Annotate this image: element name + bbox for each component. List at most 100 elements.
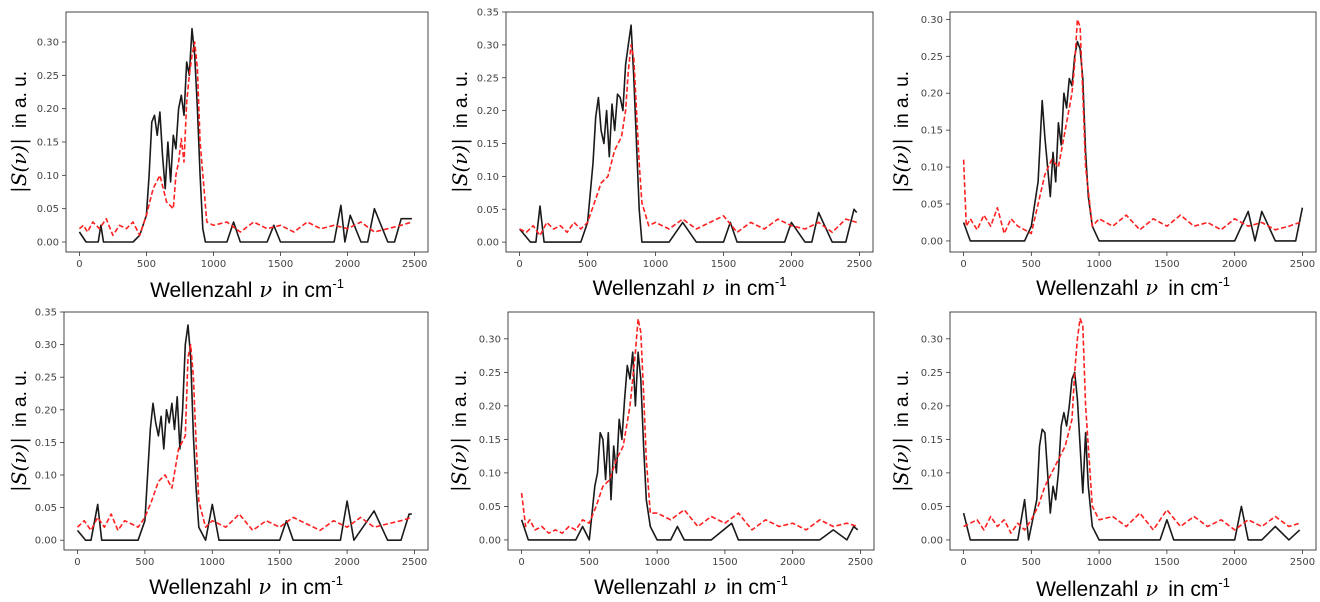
y-tick-label: 0.25	[921, 368, 943, 379]
x-axis-label-exponent: -1	[775, 274, 787, 289]
x-axis-label: Wellenzahl ν in cm-1	[1036, 274, 1230, 300]
y-tick-label: 0.10	[477, 172, 499, 183]
y-tick-label: 0.35	[477, 8, 499, 19]
x-axis-label-exponent: -1	[1218, 274, 1230, 289]
series-line-dashed	[963, 317, 1300, 535]
x-tick-label: 2500	[402, 557, 427, 568]
series-line-solid	[76, 324, 412, 542]
y-axis-label-symbol: |S(ν)|	[889, 138, 914, 193]
axes-frame	[63, 311, 429, 551]
y-axis-label: |S(ν)| in a. u.	[448, 71, 473, 193]
axes-frame	[505, 11, 874, 253]
y-tick-label: 0.05	[921, 502, 943, 513]
y-tick-label: 0.30	[479, 334, 501, 345]
series-line-dashed	[962, 18, 1300, 235]
y-tick-label: 0.10	[35, 471, 57, 482]
x-tick-label: 2500	[847, 259, 872, 270]
y-tick-label: 0.20	[479, 401, 501, 412]
y-axis-label: |S(ν)| in a. u.	[889, 370, 914, 492]
x-tick-label: 500	[137, 259, 156, 270]
x-tick-label: 1000	[1086, 259, 1111, 270]
x-tick-label: 1500	[268, 259, 293, 270]
x-axis-label: Wellenzahl ν in cm-1	[1036, 575, 1230, 601]
x-tick-label: 500	[135, 557, 154, 568]
x-tick-label: 1500	[267, 557, 292, 568]
x-axis-label: Wellenzahl ν in cm-1	[150, 276, 344, 302]
x-tick-label: 2000	[780, 557, 805, 568]
y-tick-label: 0.15	[37, 138, 59, 149]
chart-panel: 0 500 1000 1500 2000 2500 0.00 0.05 0.10 0.15 0.20…	[889, 311, 1317, 601]
axes-frame	[65, 11, 429, 253]
x-tick-label: 2000	[779, 259, 804, 270]
y-tick-label: 0.30	[37, 38, 59, 49]
y-tick-label: 0.05	[35, 503, 57, 514]
x-axis-label-unit: in cm	[725, 277, 775, 300]
x-tick-label: 500	[1022, 557, 1041, 568]
y-tick-label: 0.15	[921, 435, 943, 446]
y-axis-label: |S(ν)| in a. u.	[889, 71, 914, 193]
series-line-solid	[518, 24, 858, 243]
y-axis-label-symbol: |S(ν)|	[447, 437, 472, 492]
y-tick-label: 0.20	[37, 104, 59, 115]
x-axis-label-exponent: -1	[1218, 575, 1230, 590]
y-axis-label-text: in a. u.	[892, 71, 913, 128]
x-tick-label: 500	[578, 259, 597, 270]
x-tick-label: 2000	[334, 557, 359, 568]
y-tick-label: 0.25	[35, 373, 57, 384]
series-line-solid	[962, 40, 1304, 242]
x-axis-label-symbol: ν	[702, 276, 715, 300]
y-tick-label: 0.10	[921, 468, 943, 479]
x-axis-label-text: Wellenzahl	[150, 279, 252, 302]
x-axis-label-exponent: -1	[332, 276, 344, 291]
x-axis-label: Wellenzahl ν in cm-1	[149, 573, 343, 599]
y-tick-label: 0.00	[921, 535, 943, 546]
y-tick-label: 0.05	[479, 502, 501, 513]
x-tick-label: 2000	[1222, 557, 1247, 568]
y-axis-label-text: in a. u.	[10, 370, 31, 427]
y-tick-label: 0.30	[921, 15, 943, 26]
y-axis-label-text: in a. u.	[450, 370, 471, 427]
y-tick-label: 0.15	[921, 126, 943, 137]
series-line-dashed	[519, 44, 857, 237]
y-tick-label: 0.10	[921, 163, 943, 174]
y-tick-label: 0.00	[921, 236, 943, 247]
series-line-dashed	[76, 343, 413, 532]
x-axis-label-text: Wellenzahl	[1036, 578, 1138, 601]
y-axis-label-text: in a. u.	[10, 71, 31, 128]
x-tick-label: 0	[516, 259, 522, 270]
x-tick-label: 1000	[1086, 557, 1111, 568]
y-axis-label-text: in a. u.	[892, 370, 913, 427]
y-tick-label: 0.05	[477, 205, 499, 216]
chart-panel: 0 500 1000 1500 2000 2500 0.00 0.05 0.10 0.15 0.20…	[7, 308, 429, 599]
chart-panel: 0 500 1000 1500 2000 2500 0.00 0.05 0.10 0.15 0.20…	[448, 8, 874, 300]
series-line-solid	[962, 371, 1301, 541]
x-axis-label-symbol: ν	[703, 575, 716, 599]
x-axis-label-exponent: -1	[776, 573, 788, 588]
y-axis-label-symbol: |S(ν)|	[448, 138, 473, 193]
chart-panel: 0 500 1000 1500 2000 2500 0.00 0.05 0.10 0.15 0.20…	[447, 311, 875, 599]
x-tick-label: 500	[1022, 259, 1041, 270]
y-axis-label-text: in a. u.	[451, 71, 472, 128]
y-axis-label: |S(ν)| in a. u.	[7, 71, 32, 193]
x-tick-label: 0	[76, 259, 82, 270]
y-tick-label: 0.25	[477, 73, 499, 84]
x-axis-label-symbol: ν	[1145, 276, 1158, 300]
x-tick-label: 0	[960, 259, 966, 270]
y-tick-label: 0.20	[921, 89, 943, 100]
x-axis-label: Wellenzahl ν in cm-1	[593, 274, 787, 300]
x-axis-label-unit: in cm	[281, 576, 331, 599]
x-tick-label: 1000	[200, 557, 225, 568]
x-axis-label-unit: in cm	[1168, 277, 1218, 300]
axes-frame	[507, 311, 875, 551]
x-tick-label: 0	[518, 557, 524, 568]
series-line-dashed	[78, 41, 413, 237]
y-tick-label: 0.25	[921, 52, 943, 63]
x-tick-label: 2500	[1290, 557, 1315, 568]
y-tick-label: 0.05	[921, 200, 943, 211]
y-tick-label: 0.05	[37, 204, 59, 215]
x-axis-label-unit: in cm	[726, 576, 776, 599]
y-tick-label: 0.00	[37, 238, 59, 249]
x-axis-label-text: Wellenzahl	[594, 576, 696, 599]
y-tick-label: 0.00	[35, 536, 57, 547]
